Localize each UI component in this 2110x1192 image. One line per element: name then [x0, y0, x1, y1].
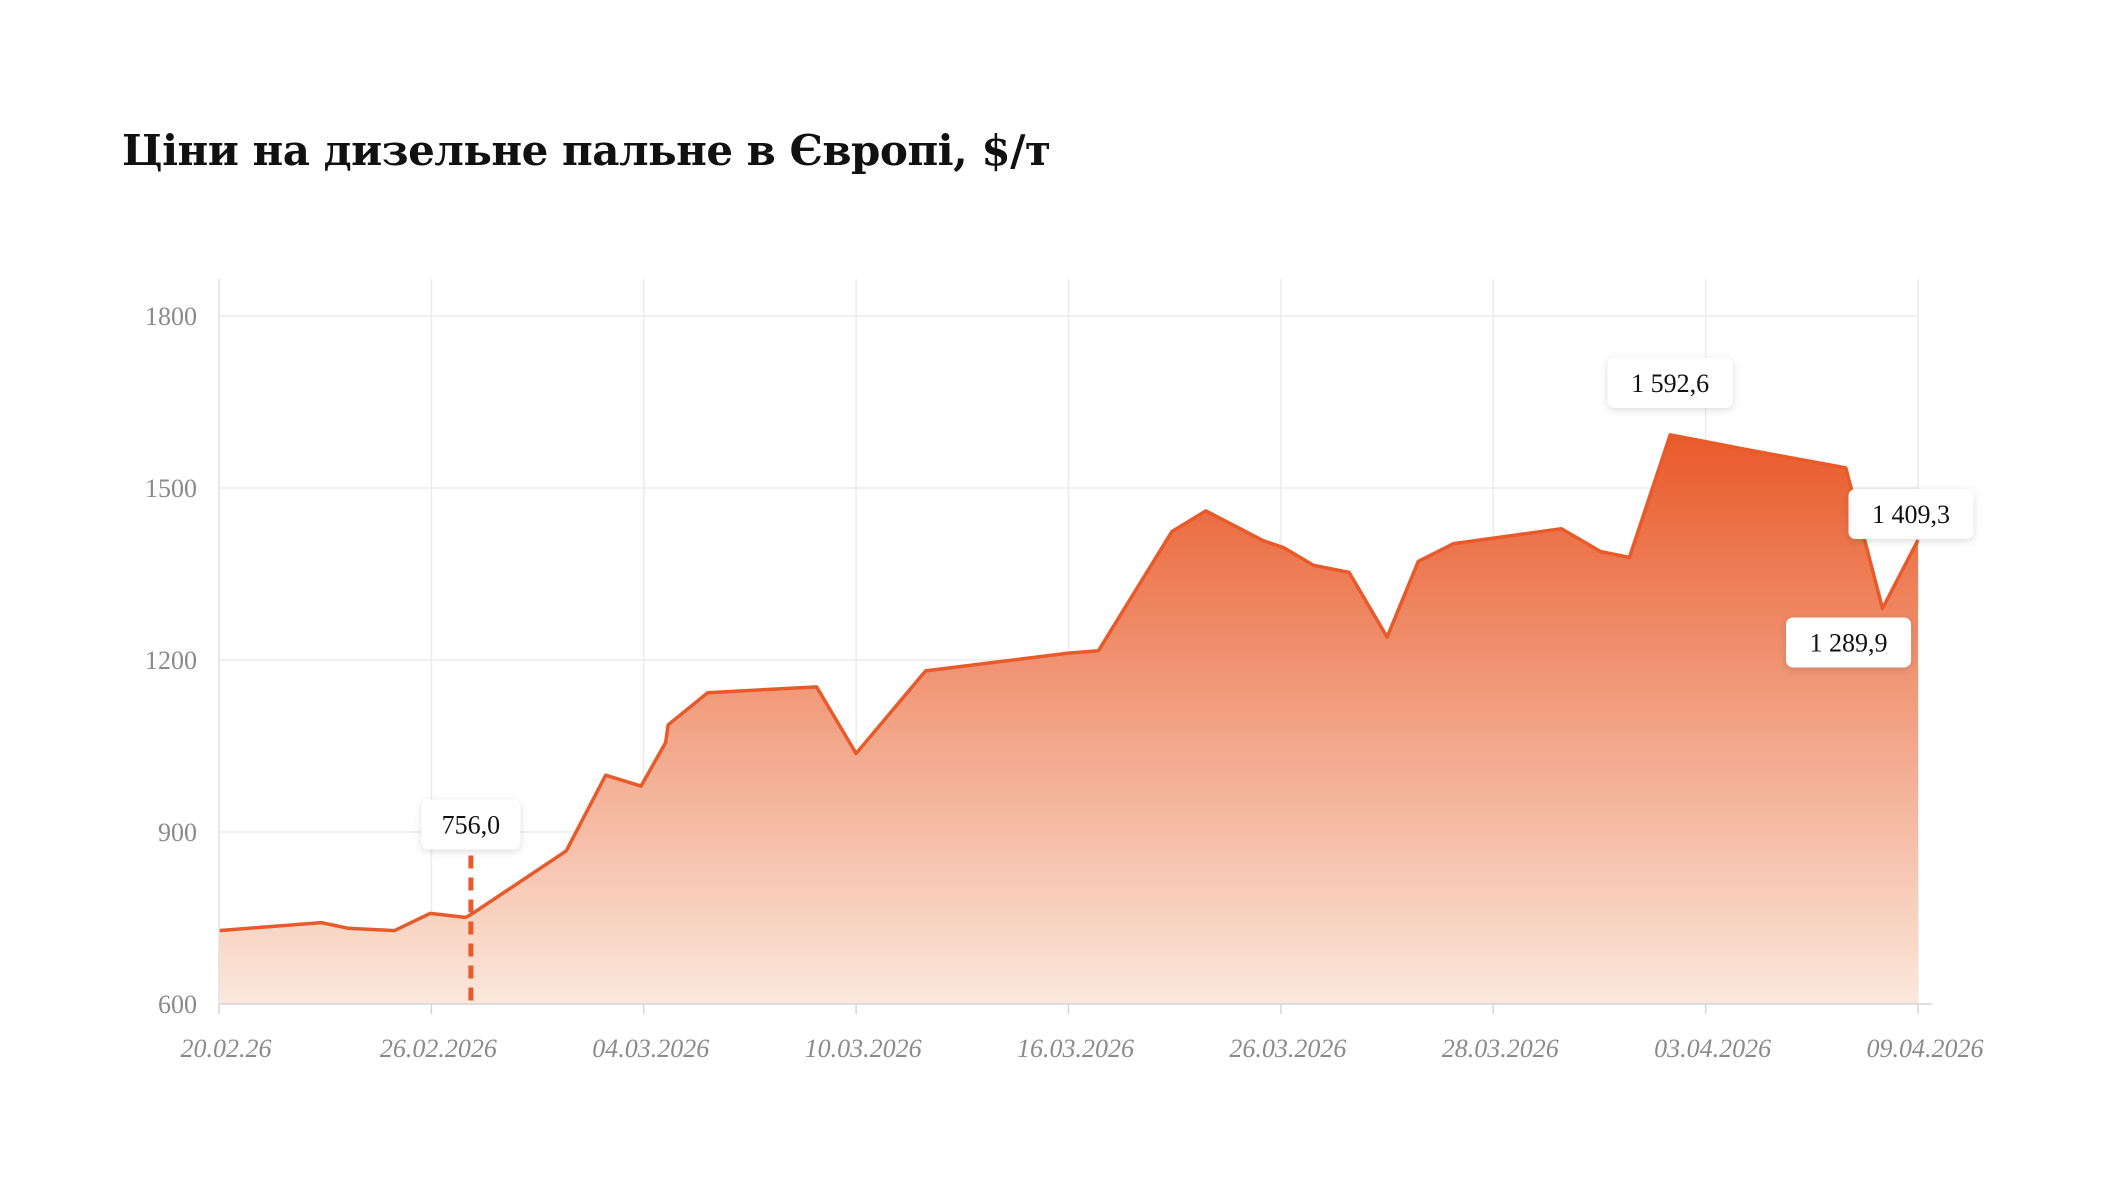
value-label-text: 1 409,3 — [1872, 500, 1950, 529]
value-label: 756,0 — [421, 799, 521, 1004]
value-label: 1 409,3 — [1848, 489, 1974, 540]
x-tick-label: 20.02.26 — [181, 1034, 272, 1063]
area-fill — [219, 434, 1918, 1004]
x-tick-label: 26.02.2026 — [380, 1034, 497, 1063]
value-label-box — [421, 799, 521, 850]
axes: 600 900 1200 1500 1800 20.02.26 26.02.2026 04.0… — [145, 279, 1984, 1063]
x-tick-label: 03.04.2026 — [1654, 1034, 1771, 1063]
value-label-box — [1786, 617, 1912, 668]
y-tick-label: 1800 — [145, 302, 197, 331]
value-label-box — [1607, 357, 1733, 408]
x-tick-label: 28.03.2026 — [1442, 1034, 1559, 1063]
value-label-box — [1848, 489, 1974, 540]
annotations: 756,0 1 592,6 1 409,3 1 289,9 — [421, 357, 1974, 1004]
series-line — [218, 433, 1920, 933]
value-label-text: 1 592,6 — [1631, 369, 1709, 398]
value-label: 1 592,6 — [1607, 357, 1733, 408]
y-tick-label: 1500 — [145, 474, 197, 503]
x-tick-label: 10.03.2026 — [805, 1034, 922, 1063]
x-tick-label: 26.03.2026 — [1229, 1034, 1346, 1063]
x-tick-label: 09.04.2026 — [1867, 1034, 1984, 1063]
value-label: 1 289,9 — [1786, 617, 1912, 668]
y-tick-label: 1200 — [145, 646, 197, 675]
value-label-text: 756,0 — [442, 811, 501, 840]
series-area — [218, 433, 1920, 1004]
chart-title: Ціни на дизельне пальне в Європі, $/т — [122, 126, 1051, 175]
x-tick-label: 16.03.2026 — [1017, 1034, 1134, 1063]
y-tick-label: 900 — [158, 818, 197, 847]
y-tick-label: 600 — [158, 990, 197, 1019]
value-label-text: 1 289,9 — [1810, 628, 1888, 657]
x-tick-label: 04.03.2026 — [592, 1034, 709, 1063]
